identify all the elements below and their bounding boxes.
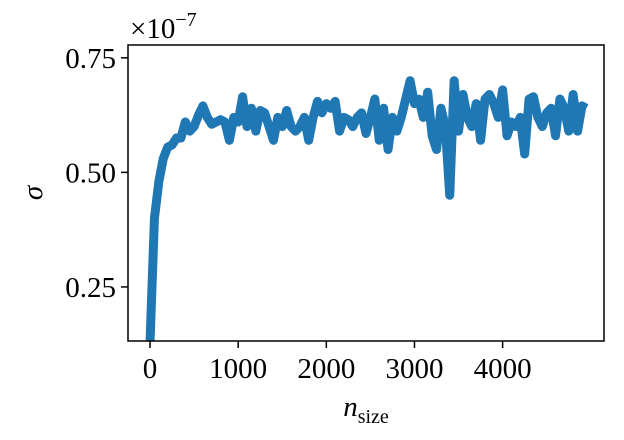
x-tick-label: 1000	[209, 353, 267, 385]
x-tick-label: 4000	[474, 353, 532, 385]
offset-base: ×10	[130, 13, 175, 45]
x-tick-label: 3000	[385, 353, 443, 385]
y-axis-label: σ	[17, 184, 49, 200]
x-tick-label: 0	[143, 353, 158, 385]
plot-frame	[127, 44, 605, 342]
offset-exponent: −7	[175, 9, 196, 31]
x-label-main: n	[343, 391, 358, 423]
offset-text: ×10−7	[130, 9, 197, 45]
x-axis-label: nsize	[343, 391, 389, 428]
x-tick-label: 2000	[297, 353, 355, 385]
y-tick-label: 0.75	[65, 43, 116, 75]
x-label-sub: size	[358, 406, 389, 428]
y-tick-label: 0.25	[65, 272, 116, 304]
y-tick-label: 0.50	[65, 157, 116, 189]
data-line	[145, 76, 589, 341]
